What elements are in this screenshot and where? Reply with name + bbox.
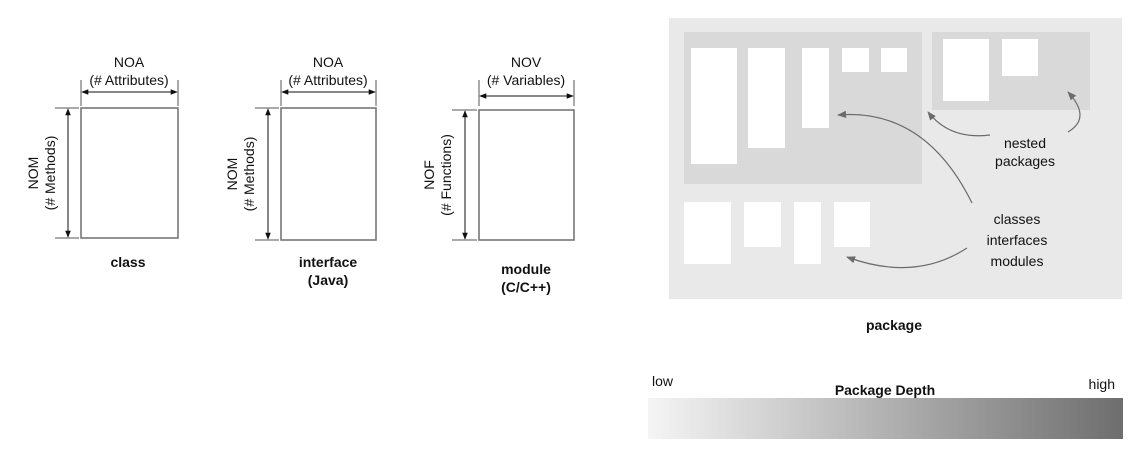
contents-label-line3: modules [991,253,1044,269]
interface-height-desc: (# Methods) [241,137,257,212]
class-box [80,107,179,239]
interface-entity-group: NOA (# Attributes) NOM (# Methods) inter… [224,54,377,288]
interface-box [280,107,377,241]
class-caption: class [110,254,145,270]
depth-low-label: low [652,373,674,389]
module-caption: module [501,261,551,277]
nested-entity [881,48,907,72]
module-caption-sub: (C/C++) [501,279,551,295]
pointer-arrow-contents-upper [837,110,973,204]
nested-entity [748,48,785,148]
depth-gradient-bar [648,398,1123,439]
module-height-metric: NOF [421,160,437,190]
depth-legend-group: low Package Depth high [648,373,1123,439]
module-entity-group: NOV (# Variables) NOF (# Functions) modu… [421,54,575,295]
package-entity [834,202,870,247]
module-box [478,109,575,241]
package-caption: package [866,317,922,333]
class-entity-group: NOA (# Attributes) NOM (# Methods) class [25,54,179,270]
depth-legend-title: Package Depth [835,382,935,398]
interface-height-metric: NOM [224,158,240,191]
class-height-metric: NOM [25,157,41,190]
nested-entity [842,48,869,72]
interface-width-desc: (# Attributes) [288,72,367,88]
pointer-arrow-nested-right [1067,91,1081,133]
nested-packages-label-line1: nested [1004,135,1046,151]
pointer-arrow-contents-lower [846,247,968,269]
package-entity [744,202,781,247]
nested-entity [802,48,829,128]
package-entity [794,202,821,264]
contents-label-line1: classes [994,211,1041,227]
nested-packages-label-line2: packages [995,153,1055,169]
pointer-arrow-nested-left [927,111,991,137]
package-entity [684,202,731,264]
nested-entity [943,39,989,101]
nested-entity [1002,39,1038,76]
interface-width-metric: NOA [313,54,344,70]
module-height-desc: (# Functions) [438,134,454,216]
package-view-group: nested packages classes interfaces modul… [669,18,1122,333]
nested-entity [691,48,737,164]
depth-high-label: high [1089,376,1115,392]
module-width-desc: (# Variables) [487,72,565,88]
class-width-desc: (# Attributes) [89,72,168,88]
contents-label-line2: interfaces [987,232,1048,248]
interface-caption-sub: (Java) [308,272,348,288]
class-height-desc: (# Methods) [42,136,58,211]
class-width-metric: NOA [114,54,145,70]
interface-caption: interface [299,254,358,270]
module-width-metric: NOV [511,54,542,70]
